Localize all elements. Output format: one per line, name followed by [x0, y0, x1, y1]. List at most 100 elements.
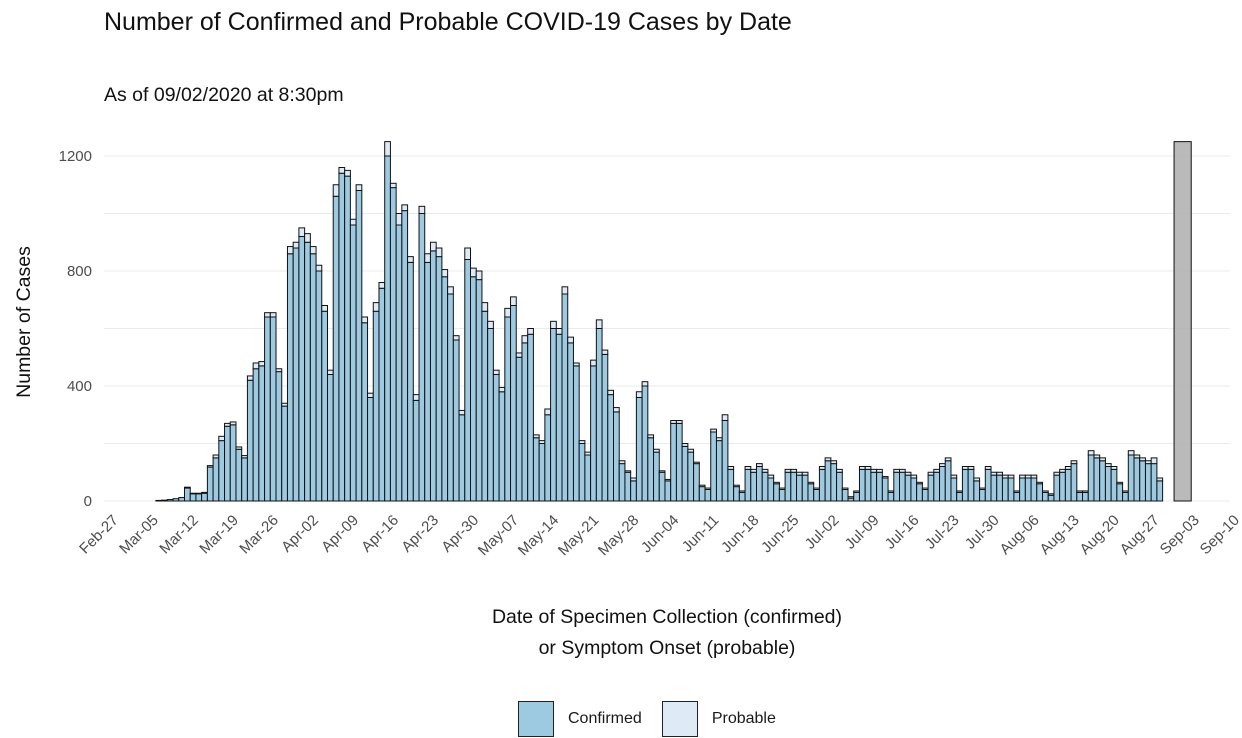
legend-label-confirmed: Confirmed	[568, 710, 642, 727]
bar-confirmed	[218, 440, 226, 502]
bar-confirmed	[613, 411, 620, 502]
bar-probable	[601, 349, 609, 355]
bar-confirmed	[464, 259, 471, 502]
bar-probable	[1093, 454, 1101, 459]
bar-confirmed	[447, 293, 454, 502]
bar-confirmed	[715, 440, 723, 502]
bar-confirmed	[1133, 457, 1141, 502]
bar-probable	[212, 454, 220, 459]
bar-probable	[1116, 481, 1124, 485]
bar-probable	[733, 484, 740, 488]
bar-confirmed	[235, 448, 243, 502]
bar-probable	[555, 328, 563, 335]
bar-confirmed	[1127, 454, 1135, 502]
bar-confirmed	[778, 489, 786, 502]
bar-probable	[527, 328, 534, 335]
bar-probable	[1099, 457, 1106, 462]
bar-confirmed	[887, 491, 895, 502]
x-tick-label: Aug-27	[1117, 512, 1163, 558]
bar-probable	[1019, 474, 1026, 479]
bar-probable	[298, 227, 306, 237]
bar-probable	[246, 375, 254, 381]
bar-probable	[1001, 474, 1009, 479]
bar-confirmed	[332, 195, 340, 502]
bar-probable	[653, 448, 660, 453]
bar-probable	[990, 471, 998, 476]
bar-probable	[904, 471, 912, 476]
bar-confirmed	[876, 471, 883, 502]
bar-confirmed	[670, 422, 677, 502]
legend-item-confirmed: Confirmed	[518, 701, 642, 737]
bar-confirmed	[818, 468, 826, 502]
x-tick-label: Aug-06	[997, 512, 1043, 558]
bar-confirmed	[607, 394, 615, 502]
bar-confirmed	[801, 474, 809, 502]
bar-probable	[395, 213, 403, 226]
bar-probable	[1122, 490, 1129, 493]
bar-probable	[824, 457, 832, 462]
x-tick-label: Jul-16	[882, 512, 923, 553]
bar-confirmed	[361, 322, 369, 502]
bar-confirmed	[738, 491, 746, 502]
x-tick-label: Jul-02	[802, 512, 843, 553]
bar-confirmed	[584, 454, 592, 502]
bar-probable	[281, 402, 288, 407]
bar-probable	[921, 487, 929, 490]
bar-confirmed	[384, 155, 391, 502]
bar-confirmed	[264, 316, 271, 502]
bar-probable	[510, 296, 517, 306]
bar-confirmed	[321, 310, 328, 502]
bar-confirmed	[693, 463, 700, 502]
bar-confirmed	[858, 468, 866, 502]
bar-probable	[241, 455, 248, 459]
bar-confirmed	[470, 276, 477, 502]
bar-probable	[1087, 450, 1095, 456]
pending-data-bar	[1173, 141, 1192, 502]
bar-confirmed	[910, 477, 918, 502]
bar-probable	[572, 362, 580, 367]
bar-probable	[567, 336, 574, 344]
bar-confirmed	[561, 293, 569, 502]
bar-probable	[235, 446, 243, 450]
x-tick-label: Sep-10	[1197, 512, 1242, 558]
bar-confirmed	[1144, 463, 1152, 502]
bar-probable	[698, 484, 706, 488]
bar-probable	[944, 457, 952, 462]
x-tick-label: Mar-19	[196, 512, 242, 558]
bar-confirmed	[893, 471, 901, 502]
bar-confirmed	[1076, 491, 1084, 502]
bar-confirmed	[1087, 454, 1095, 502]
bar-probable	[916, 481, 923, 485]
y-tick-label: 0	[84, 493, 92, 510]
bar-confirmed	[184, 487, 191, 502]
bar-probable	[309, 246, 317, 255]
bar-confirmed	[206, 466, 214, 502]
bar-confirmed	[761, 471, 769, 502]
chart-subtitle: As of 09/02/2020 at 8:30pm	[104, 84, 344, 106]
x-tick-label: Apr-23	[398, 512, 442, 556]
bar-probable	[813, 487, 820, 490]
bar-probable	[327, 369, 334, 375]
bar-confirmed	[784, 471, 792, 502]
bar-confirmed	[687, 451, 695, 502]
bar-confirmed	[704, 489, 712, 502]
bar-probable	[401, 204, 409, 212]
bar-confirmed	[201, 492, 208, 502]
bar-probable	[950, 474, 958, 479]
bar-confirmed	[664, 480, 672, 502]
bar-probable	[1156, 477, 1164, 482]
bar-confirmed	[899, 471, 906, 502]
y-tick-label: 800	[67, 263, 92, 280]
bar-confirmed	[961, 468, 969, 502]
bar-confirmed	[1082, 491, 1089, 502]
bar-confirmed	[304, 241, 311, 502]
bar-confirmed	[1013, 491, 1021, 502]
bar-probable	[361, 316, 369, 324]
bar-probable	[961, 466, 969, 470]
bar-confirmed	[395, 224, 403, 502]
bar-confirmed	[630, 480, 637, 502]
bar-confirmed	[550, 328, 557, 502]
bar-confirmed	[389, 187, 397, 502]
bar-confirmed	[367, 397, 374, 502]
bar-confirmed	[1122, 491, 1129, 502]
